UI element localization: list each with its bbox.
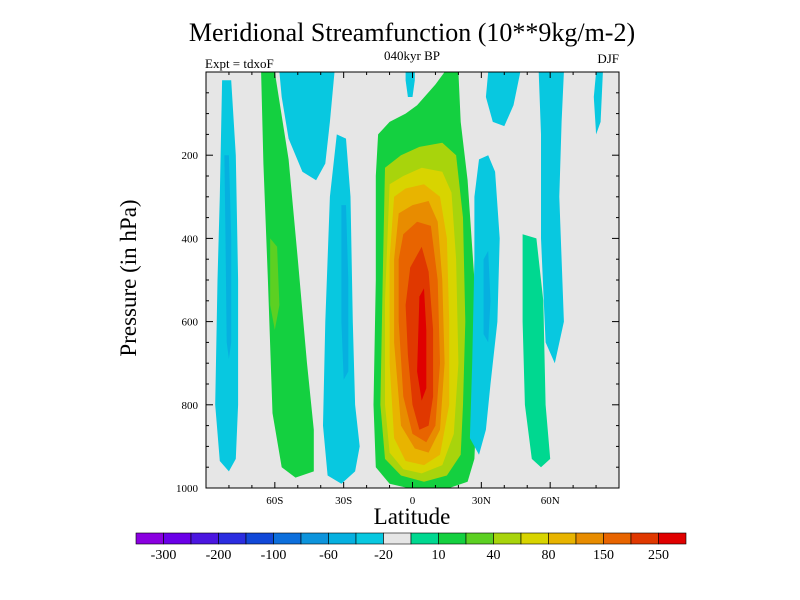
x-axis-ticks: 60S 30S 0 30N 60N: [266, 72, 560, 507]
contour-region-blue-60s-core: [224, 155, 232, 359]
colorbar: -300 -200 -100 -60 -20 10 40 80 150 250: [135, 532, 687, 563]
colorbar-label: 250: [648, 548, 669, 563]
contour-region-blue-upper-30n: [485, 72, 521, 127]
colorbar-label: 150: [593, 548, 614, 563]
colorbar-label: -20: [374, 548, 393, 563]
contour-region-hadley-peak: [417, 288, 427, 401]
colorbar-swatch: [190, 532, 219, 545]
contour-region-blue-upper-5n: [405, 72, 415, 97]
colorbar-swatch: [438, 532, 467, 545]
chart-subtitle-center: 040kyr BP: [384, 48, 440, 63]
colorbar-swatch: [603, 532, 632, 545]
contour-region-green-belt-core: [270, 238, 280, 330]
colorbar-swatch: [410, 532, 439, 545]
colorbar-swatch: [493, 532, 522, 545]
y-tick-label: 400: [182, 233, 199, 245]
colorbar-swatch: [465, 532, 494, 545]
chart-subtitle-right: DJF: [597, 51, 619, 66]
y-axis-label: Pressure (in hPa): [116, 199, 141, 356]
colorbar-swatch: [163, 532, 192, 545]
colorbar-swatch: [328, 532, 357, 545]
x-tick-label: 30N: [472, 495, 491, 507]
contour-region-blue-upper-80n: [593, 72, 603, 135]
plot-area: [205, 71, 620, 489]
contour-region-blue-30s-core: [341, 205, 349, 380]
x-tick-label: 60S: [266, 495, 283, 507]
colorbar-swatch: [630, 532, 659, 545]
x-tick-label: 30S: [335, 495, 352, 507]
colorbar-swatch: [658, 532, 687, 545]
y-tick-label: 1000: [176, 483, 199, 495]
chart-subtitle-left: Expt = tdxoF: [205, 56, 274, 71]
colorbar-swatch: [135, 532, 164, 545]
colorbar-swatch: [548, 532, 577, 545]
colorbar-swatch: [520, 532, 549, 545]
colorbar-label: -100: [261, 548, 287, 563]
y-tick-label: 800: [182, 400, 199, 412]
y-tick-label: 200: [182, 150, 199, 162]
colorbar-label: 40: [487, 548, 501, 563]
y-axis-ticks: 200 400 600 800 1000: [176, 150, 619, 495]
colorbar-swatch: [575, 532, 604, 545]
colorbar-swatch: [355, 532, 384, 545]
contour-region-green-50n: [522, 234, 551, 468]
contour-fills: [215, 72, 603, 488]
colorbar-swatch: [300, 532, 329, 545]
colorbar-swatch: [218, 532, 247, 545]
colorbar-swatch: [273, 532, 302, 545]
chart-title: Meridional Streamfunction (10**9kg/m-2): [189, 18, 635, 47]
colorbar-label: -300: [151, 548, 177, 563]
colorbar-swatch: [383, 532, 412, 545]
colorbar-label: -60: [319, 548, 338, 563]
contour-region-blue-50n: [538, 72, 564, 364]
colorbar-label: 10: [432, 548, 446, 563]
contour-region-blue-50s-upper: [279, 72, 335, 181]
contour-region-blue-20n-core: [483, 250, 491, 343]
x-axis-label: Latitude: [374, 504, 451, 529]
x-tick-label: 0: [410, 495, 416, 507]
x-tick-label: 60N: [541, 495, 560, 507]
contour-region-blue-30s: [323, 134, 360, 484]
colorbar-label: -200: [206, 548, 232, 563]
colorbar-swatch: [245, 532, 274, 545]
colorbar-label: 80: [542, 548, 556, 563]
y-tick-label: 600: [182, 317, 199, 329]
axis-minor-ticks: [206, 72, 619, 488]
contour-region-green-belt-60s: [261, 72, 314, 478]
